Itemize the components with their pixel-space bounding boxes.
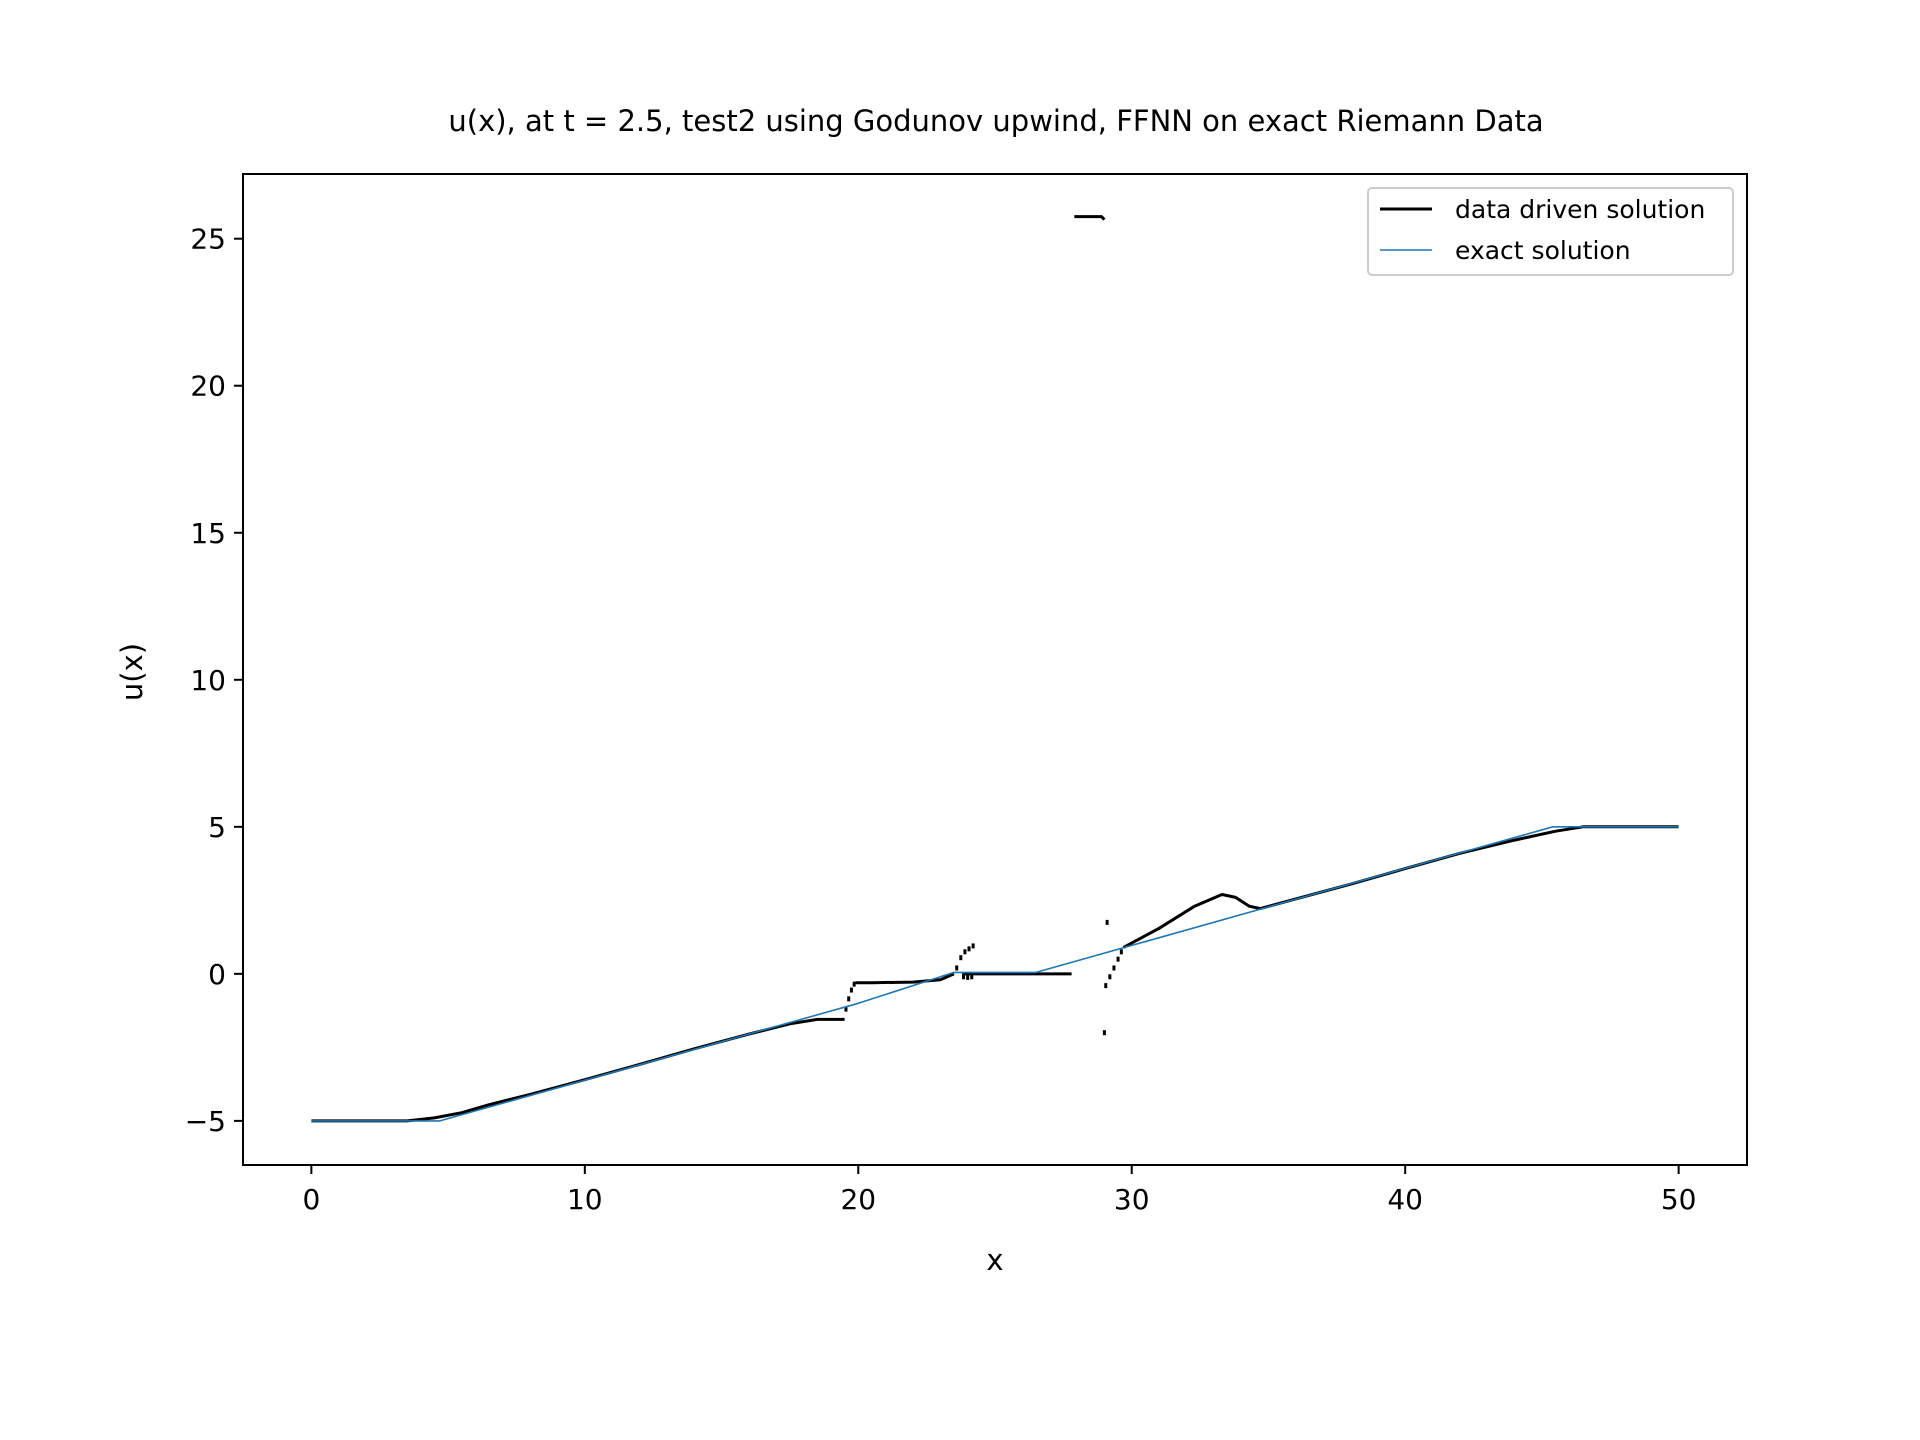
x-axis-label: x (986, 1243, 1003, 1277)
data-point (1116, 956, 1120, 962)
exact-solution-line (311, 826, 1679, 1122)
plot-area (311, 215, 1679, 1123)
x-tick-label: 30 (1114, 1183, 1150, 1216)
data-point (852, 981, 856, 987)
data-point (1105, 919, 1109, 925)
x-tick-label: 0 (302, 1183, 320, 1216)
y-tick-label: 0 (208, 958, 226, 991)
y-tick-label: 10 (190, 664, 226, 697)
x-tick-label: 50 (1661, 1183, 1697, 1216)
y-axis: −5 0 5 10 15 20 25 (185, 223, 243, 1138)
data-point (959, 955, 963, 961)
data-point (955, 965, 959, 971)
chart-title: u(x), at t = 2.5, test2 using Godunov up… (448, 104, 1543, 138)
y-tick-label: 15 (190, 517, 226, 550)
x-tick-label: 20 (840, 1183, 876, 1216)
y-tick-label: 5 (208, 811, 226, 844)
legend-label-data-driven: data driven solution (1455, 195, 1705, 224)
data-point (847, 996, 851, 1002)
y-tick-label: 25 (190, 223, 226, 256)
x-tick-label: 10 (567, 1183, 603, 1216)
legend-box (1367, 187, 1734, 276)
data-point (970, 974, 974, 980)
plot-frame (242, 173, 1748, 1166)
data-point (1108, 974, 1112, 980)
data-point (966, 974, 970, 980)
data-driven-line-series-1 (855, 972, 955, 985)
data-point (1102, 1030, 1106, 1036)
data-driven-line-series-3 (1074, 215, 1106, 221)
data-point (971, 943, 975, 949)
legend: data driven solution exact solution (1367, 187, 1734, 276)
legend-label-exact: exact solution (1455, 236, 1631, 265)
x-axis: 0 10 20 30 40 50 (302, 1165, 1696, 1216)
data-point (849, 987, 853, 993)
data-point (844, 1006, 848, 1012)
data-point (1112, 965, 1116, 971)
y-tick-label: 20 (190, 370, 226, 403)
data-driven-line-series-4 (1122, 825, 1679, 949)
y-axis-label: u(x) (115, 643, 149, 701)
data-point (962, 974, 966, 980)
data-point (1119, 949, 1123, 955)
y-tick-label: −5 (185, 1105, 226, 1138)
data-point (1104, 983, 1108, 989)
data-driven-line-series-0 (311, 1017, 845, 1123)
x-tick-label: 40 (1387, 1183, 1423, 1216)
data-point (963, 949, 967, 955)
data-point (967, 946, 971, 952)
